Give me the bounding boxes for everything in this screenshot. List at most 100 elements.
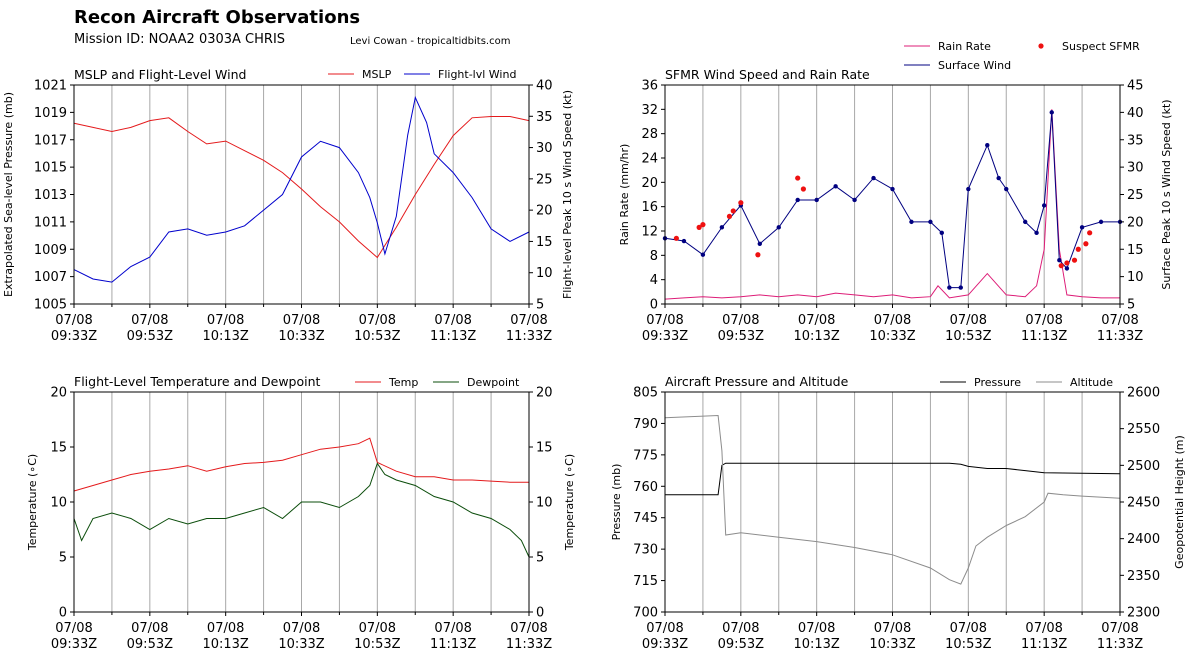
y-tick-label: 700 [633, 606, 658, 621]
series-line-altitude [664, 414, 1121, 585]
surface-wind-point [958, 285, 963, 290]
y-tick-label: 790 [633, 417, 658, 432]
y-tick-label: 730 [633, 543, 658, 558]
x-tick-label: 07/08 [131, 313, 168, 328]
suspect-sfmr-point [730, 208, 736, 214]
y-tick-label: 20 [50, 386, 67, 401]
y-tick-label: 745 [633, 511, 658, 526]
x-tick-label: 07/08 [950, 621, 987, 636]
y-tick-label: 1005 [34, 298, 67, 313]
y2-axis-label: Flight-level Peak 10 s Wind Speed (kt) [561, 90, 574, 299]
suspect-sfmr-point [800, 186, 806, 192]
x-tick-label: 07/08 [874, 313, 911, 328]
y2-tick-label: 10 [1127, 270, 1144, 285]
surface-wind-point [947, 285, 952, 290]
surface-wind-point [890, 186, 895, 192]
surface-wind-point [1034, 230, 1039, 236]
surface-wind-point [833, 184, 838, 189]
y-tick-label: 8 [650, 249, 658, 264]
y2-tick-label: 25 [536, 172, 553, 187]
surface-wind-point [985, 143, 990, 148]
legend-dot-suspect-sfmr [1038, 43, 1044, 49]
suspect-sfmr-point [673, 235, 679, 241]
y-axis-label: Temperature (∘C) [26, 454, 39, 551]
x-tick-label: 11:33Z [506, 637, 552, 652]
x-tick-label: 09:33Z [51, 329, 97, 344]
mission-id: Mission ID: NOAA2 0303A CHRIS [74, 32, 286, 47]
y2-tick-label: 15 [536, 441, 553, 456]
series-line-mslp [73, 116, 530, 259]
y-tick-label: 760 [633, 480, 658, 495]
figure-title: Recon Aircraft Observations [74, 7, 361, 28]
legend-label-rain-rate: Rain Rate [938, 40, 991, 53]
surface-wind-point [719, 225, 725, 230]
chart-panel-temp_dew [70, 391, 533, 616]
x-tick-label: 10:33Z [278, 329, 324, 344]
y-tick-label: 1011 [34, 215, 67, 230]
x-tick-label: 10:33Z [278, 637, 324, 652]
panel-title: SFMR Wind Speed and Rain Rate [665, 67, 870, 82]
x-tick-label: 10:33Z [869, 329, 915, 344]
y2-tick-label: 45 [1127, 79, 1144, 94]
x-tick-label: 07/08 [131, 621, 168, 636]
series-line-pressure [665, 462, 1121, 496]
legend-label-suspect-sfmr: Suspect SFMR [1062, 40, 1140, 53]
y-tick-label: 20 [641, 176, 658, 191]
y2-tick-label: 15 [536, 235, 553, 250]
surface-wind-point [1064, 266, 1070, 271]
y2-tick-label: 30 [536, 141, 553, 156]
x-tick-label: 09:33Z [51, 637, 97, 652]
surface-wind-point [1023, 219, 1028, 225]
y-tick-label: 36 [641, 79, 658, 94]
y2-tick-label: 35 [536, 110, 553, 125]
surface-wind-point [681, 238, 687, 244]
y-tick-label: 1009 [34, 243, 67, 258]
x-tick-label: 07/08 [1025, 621, 1062, 636]
surface-wind-point [1049, 110, 1054, 115]
x-tick-label: 07/08 [55, 313, 92, 328]
y-axis-label: Pressure (mb) [610, 464, 623, 541]
y2-tick-label: 2550 [1127, 422, 1160, 437]
x-tick-label: 10:13Z [793, 637, 839, 652]
y2-tick-label: 35 [1127, 133, 1144, 148]
y-tick-label: 1019 [34, 106, 67, 121]
series-line-dewpoint [73, 462, 530, 558]
suspect-sfmr-point [1075, 246, 1081, 252]
x-tick-label: 07/08 [874, 621, 911, 636]
x-tick-label: 07/08 [510, 621, 547, 636]
x-tick-label: 07/08 [359, 621, 396, 636]
x-tick-label: 07/08 [646, 621, 683, 636]
surface-wind-point [928, 219, 933, 225]
x-tick-label: 10:13Z [202, 637, 248, 652]
x-tick-label: 07/08 [283, 621, 320, 636]
y-tick-label: 24 [641, 152, 658, 167]
surface-wind-point [966, 186, 971, 192]
x-tick-label: 07/08 [434, 313, 471, 328]
legend-label-dewpoint: Dewpoint [467, 376, 520, 389]
y-tick-label: 1021 [34, 79, 67, 94]
suspect-sfmr-point [1064, 260, 1070, 266]
y2-axis-label: Temperature (∘C) [563, 454, 576, 551]
x-tick-label: 07/08 [1101, 621, 1138, 636]
suspect-sfmr-point [738, 200, 744, 206]
y2-tick-label: 2300 [1127, 606, 1160, 621]
y2-tick-label: 5 [536, 551, 544, 566]
y-tick-label: 28 [641, 127, 658, 142]
surface-wind-point [1079, 225, 1085, 230]
x-tick-label: 09:53Z [718, 329, 764, 344]
y2-tick-label: 20 [1127, 215, 1144, 230]
y2-tick-label: 2400 [1127, 532, 1160, 547]
y2-tick-label: 25 [1127, 188, 1144, 203]
y2-tick-label: 2450 [1127, 496, 1160, 511]
suspect-sfmr-point [696, 224, 702, 230]
legend-label-mslp: MSLP [362, 68, 392, 81]
x-tick-label: 11:13Z [430, 637, 476, 652]
x-tick-label: 09:33Z [642, 329, 688, 344]
surface-wind-point [1004, 186, 1009, 192]
y2-tick-label: 10 [536, 266, 553, 281]
y2-tick-label: 2500 [1127, 459, 1160, 474]
y2-tick-label: 10 [536, 496, 553, 511]
surface-wind-point [1057, 258, 1062, 263]
y-tick-label: 805 [633, 386, 658, 401]
